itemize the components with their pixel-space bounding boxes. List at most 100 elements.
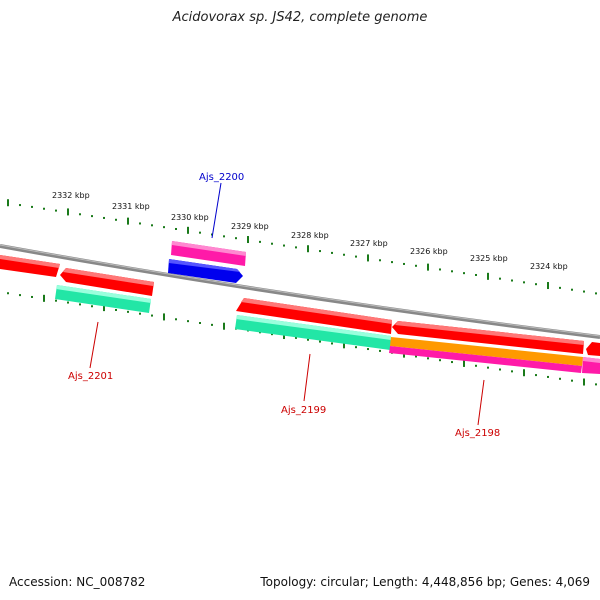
minor-tick <box>499 277 501 280</box>
gene-label-ajs2200: Ajs_2200 <box>199 172 244 183</box>
leader-ajs2200 <box>211 182 222 239</box>
minor-tick <box>499 368 501 371</box>
minor-tick <box>415 355 417 358</box>
major-tick <box>67 208 69 216</box>
minor-tick <box>391 261 393 264</box>
scale-label-2324: 2324 kbp <box>530 262 568 271</box>
scale-label-2328: 2328 kbp <box>291 231 329 240</box>
gene-label-ajs2198: Ajs_2198 <box>455 428 500 439</box>
minor-tick <box>127 310 129 313</box>
gene-label-ajs2201: Ajs_2201 <box>68 371 113 382</box>
major-tick <box>307 245 309 253</box>
scale-label-2325: 2325 kbp <box>470 254 508 263</box>
major-tick <box>103 304 105 312</box>
minor-tick <box>175 227 177 230</box>
minor-tick <box>595 383 597 386</box>
minor-tick <box>523 281 525 284</box>
cds-feature <box>236 298 392 334</box>
leader-ajs2199 <box>303 353 311 402</box>
gene-feature-pink <box>583 357 600 363</box>
minor-tick <box>343 253 345 256</box>
minor-tick <box>403 262 405 265</box>
scale-label-2331: 2331 kbp <box>112 202 150 211</box>
minor-tick <box>139 312 141 315</box>
scale-label-2329: 2329 kbp <box>231 222 269 231</box>
minor-tick <box>451 361 453 364</box>
minor-tick <box>295 246 297 249</box>
gene-label-ajs2199: Ajs_2199 <box>281 405 326 416</box>
cds-feature <box>395 321 584 345</box>
minor-tick <box>547 375 549 378</box>
minor-tick <box>463 272 465 275</box>
gene-ajs2198-features <box>389 337 600 374</box>
minor-tick <box>19 204 21 207</box>
minor-tick <box>151 224 153 227</box>
minor-tick <box>559 377 561 380</box>
minor-tick <box>439 268 441 271</box>
minor-tick <box>187 320 189 323</box>
genome-summary-text: Topology: circular; Length: 4,448,856 bp… <box>260 575 590 589</box>
major-tick <box>487 272 489 280</box>
cds-forward-features <box>0 255 600 356</box>
major-tick <box>367 254 369 262</box>
gene-feature-pink <box>172 241 246 256</box>
scale-label-2330: 2330 kbp <box>171 213 209 222</box>
gene-ajs2200-features <box>168 241 246 283</box>
leader-ajs2201 <box>89 321 99 369</box>
minor-tick <box>331 342 333 345</box>
minor-tick <box>259 240 261 243</box>
minor-tick <box>31 205 33 208</box>
minor-tick <box>283 244 285 247</box>
minor-tick <box>139 222 141 225</box>
major-tick <box>583 378 585 386</box>
major-tick <box>127 217 129 225</box>
genome-backbone <box>0 244 600 339</box>
minor-tick <box>559 286 561 289</box>
minor-tick <box>535 374 537 377</box>
minor-tick <box>487 366 489 369</box>
major-tick <box>523 369 525 377</box>
minor-tick <box>235 237 237 240</box>
major-tick <box>343 341 345 349</box>
minor-tick <box>151 314 153 317</box>
gene-feature-green <box>236 315 391 340</box>
minor-tick <box>79 213 81 216</box>
minor-tick <box>31 295 33 298</box>
minor-tick <box>331 251 333 254</box>
minor-tick <box>7 292 9 295</box>
minor-tick <box>211 233 213 236</box>
minor-tick <box>91 305 93 308</box>
minor-tick <box>91 215 93 218</box>
minor-tick <box>367 348 369 351</box>
minor-tick <box>163 226 165 229</box>
accession-text: Accession: NC_008782 <box>9 575 146 589</box>
scale-label-2327: 2327 kbp <box>350 239 388 248</box>
inner-tick-ring <box>7 292 597 386</box>
major-tick <box>7 199 9 207</box>
minor-tick <box>67 301 69 304</box>
cds-feature <box>63 268 154 286</box>
scale-label-2332: 2332 kbp <box>52 191 90 200</box>
gene-feature-blue <box>169 259 240 272</box>
major-tick <box>547 282 549 290</box>
minor-tick <box>571 288 573 291</box>
minor-tick <box>379 349 381 352</box>
minor-tick <box>511 279 513 282</box>
minor-tick <box>175 318 177 321</box>
minor-tick <box>103 216 105 219</box>
minor-tick <box>19 294 21 297</box>
scale-label-2326: 2326 kbp <box>410 247 448 256</box>
minor-tick <box>199 231 201 234</box>
gene-feature-green <box>56 285 151 303</box>
minor-tick <box>271 242 273 245</box>
minor-tick <box>319 340 321 343</box>
minor-tick <box>295 336 297 339</box>
minor-tick <box>583 290 585 293</box>
minor-tick <box>211 323 213 326</box>
gene-green-features <box>55 285 391 350</box>
minor-tick <box>79 303 81 306</box>
gene-feature-orange <box>390 337 583 366</box>
minor-tick <box>427 357 429 360</box>
minor-tick <box>43 207 45 210</box>
